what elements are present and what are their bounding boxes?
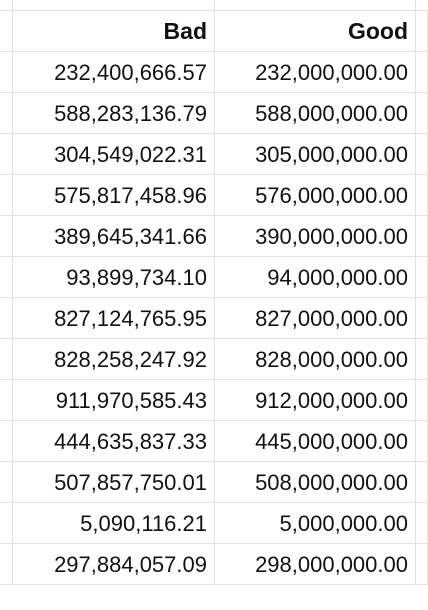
table-row: 389,645,341.66 390,000,000.00 (0, 216, 428, 257)
table-row: 93,899,734.10 94,000,000.00 (0, 257, 428, 298)
table-row: 304,549,022.31 305,000,000.00 (0, 134, 428, 175)
cell-bad[interactable]: 575,817,458.96 (13, 175, 215, 216)
cell-bad[interactable]: 588,283,136.79 (13, 93, 215, 134)
cell[interactable] (0, 421, 13, 462)
table-row: 827,124,765.95 827,000,000.00 (0, 298, 428, 339)
cell-good[interactable]: 94,000,000.00 (215, 257, 416, 298)
cell-good[interactable]: 390,000,000.00 (215, 216, 416, 257)
cell[interactable] (0, 175, 13, 216)
cell[interactable] (416, 11, 428, 52)
cell-good[interactable]: 298,000,000.00 (215, 544, 416, 585)
table-row: 911,970,585.43 912,000,000.00 (0, 380, 428, 421)
table-row: 507,857,750.01 508,000,000.00 (0, 462, 428, 503)
cell[interactable] (416, 93, 428, 134)
cell[interactable] (416, 503, 428, 544)
cell[interactable] (416, 462, 428, 503)
cell-bad[interactable]: 911,970,585.43 (13, 380, 215, 421)
cell[interactable] (416, 421, 428, 462)
cell[interactable] (0, 52, 13, 93)
grid-line (415, 0, 416, 11)
cell[interactable] (416, 52, 428, 93)
cell[interactable] (0, 380, 13, 421)
cell[interactable] (0, 503, 13, 544)
cell[interactable] (416, 339, 428, 380)
cell[interactable] (0, 93, 13, 134)
cell-bad[interactable]: 827,124,765.95 (13, 298, 215, 339)
cell-bad[interactable]: 232,400,666.57 (13, 52, 215, 93)
cell-bad[interactable]: 389,645,341.66 (13, 216, 215, 257)
previous-row-strip (0, 0, 428, 11)
cell-good[interactable]: 827,000,000.00 (215, 298, 416, 339)
cell-bad[interactable]: 5,090,116.21 (13, 503, 215, 544)
grid-line (12, 0, 13, 11)
cell[interactable] (416, 298, 428, 339)
cell-good[interactable]: 576,000,000.00 (215, 175, 416, 216)
table-row: 5,090,116.21 5,000,000.00 (0, 503, 428, 544)
cell-good[interactable]: 912,000,000.00 (215, 380, 416, 421)
cell-bad[interactable]: 507,857,750.01 (13, 462, 215, 503)
cell[interactable] (0, 216, 13, 257)
cell[interactable] (0, 298, 13, 339)
cell[interactable] (416, 216, 428, 257)
cell-bad[interactable]: 297,884,057.09 (13, 544, 215, 585)
cell-bad[interactable]: 304,549,022.31 (13, 134, 215, 175)
table-row: 444,635,837.33 445,000,000.00 (0, 421, 428, 462)
table-row: 828,258,247.92 828,000,000.00 (0, 339, 428, 380)
cell-good[interactable]: 232,000,000.00 (215, 52, 416, 93)
cell[interactable] (0, 339, 13, 380)
table-row: 575,817,458.96 576,000,000.00 (0, 175, 428, 216)
cell[interactable] (416, 134, 428, 175)
cell[interactable] (416, 544, 428, 585)
cell-good[interactable]: 445,000,000.00 (215, 421, 416, 462)
cell-good[interactable]: 5,000,000.00 (215, 503, 416, 544)
cell[interactable] (416, 175, 428, 216)
header-row: Bad Good (0, 11, 428, 52)
cell[interactable] (416, 380, 428, 421)
cell[interactable] (0, 462, 13, 503)
table-row: 297,884,057.09 298,000,000.00 (0, 544, 428, 585)
cell[interactable] (0, 11, 13, 52)
cell-good[interactable]: 305,000,000.00 (215, 134, 416, 175)
cell[interactable] (416, 257, 428, 298)
table-row: 232,400,666.57 232,000,000.00 (0, 52, 428, 93)
cell[interactable] (0, 257, 13, 298)
cell[interactable] (0, 544, 13, 585)
grid-line (214, 0, 215, 11)
cell-bad[interactable]: 93,899,734.10 (13, 257, 215, 298)
cell-good[interactable]: 508,000,000.00 (215, 462, 416, 503)
header-cell-good[interactable]: Good (215, 11, 416, 52)
cell-good[interactable]: 828,000,000.00 (215, 339, 416, 380)
table-row: 588,283,136.79 588,000,000.00 (0, 93, 428, 134)
cell-bad[interactable]: 828,258,247.92 (13, 339, 215, 380)
header-cell-bad[interactable]: Bad (13, 11, 215, 52)
cell-bad[interactable]: 444,635,837.33 (13, 421, 215, 462)
cell[interactable] (0, 134, 13, 175)
cell-good[interactable]: 588,000,000.00 (215, 93, 416, 134)
